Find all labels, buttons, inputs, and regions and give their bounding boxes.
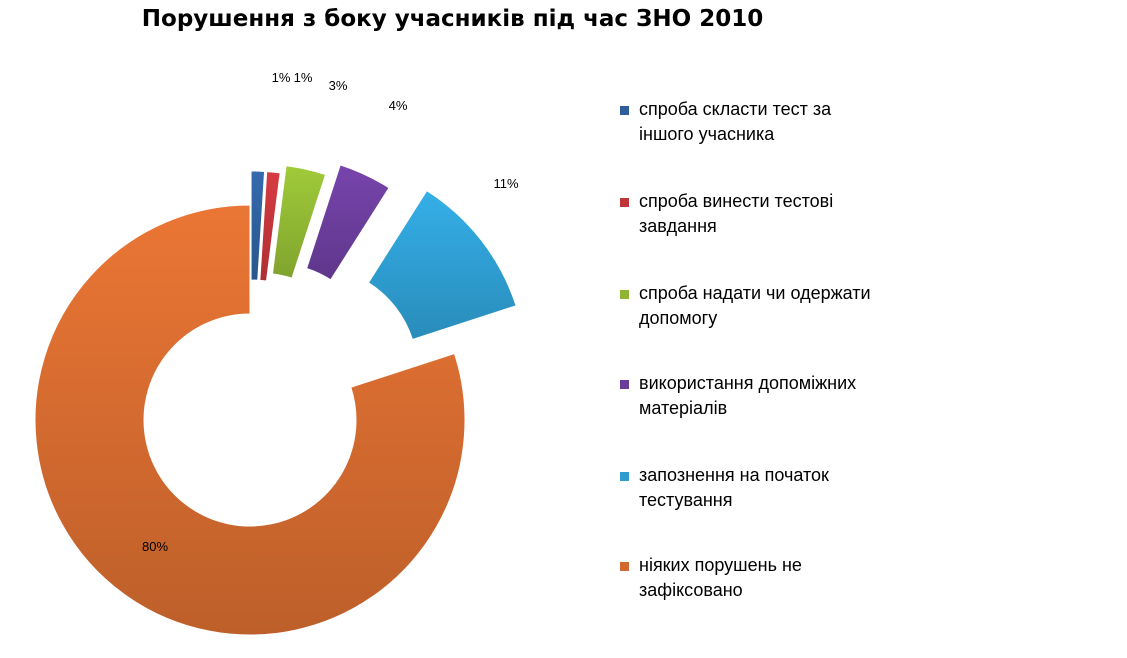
- legend-label: спроба винести тестові завдання: [639, 191, 834, 236]
- legend-swatch: [620, 472, 629, 481]
- legend-label: запознення на початок тестування: [639, 465, 829, 510]
- legend-swatch: [620, 562, 629, 571]
- data-label: 3%: [329, 78, 348, 93]
- legend-swatch: [620, 106, 629, 115]
- donut-slice: [305, 164, 390, 281]
- donut-slice: [259, 171, 281, 282]
- legend-label: ніяких порушень не зафіксовано: [639, 555, 802, 600]
- legend-label: спроба скласти тест за іншого учасника: [639, 99, 832, 144]
- data-label: 11%: [493, 176, 518, 191]
- data-label: 1%: [294, 70, 313, 85]
- legend-swatch: [620, 380, 629, 389]
- legend-label: використання допоміжних матеріалів: [639, 373, 857, 418]
- legend-swatch: [620, 198, 629, 207]
- data-label: 80%: [142, 539, 168, 554]
- legend-label: спроба надати чи одержати допомогу: [639, 283, 871, 328]
- donut-slice: [271, 165, 327, 279]
- donut-slice: [250, 170, 266, 281]
- donut-slice: [367, 189, 517, 341]
- data-label: 4%: [389, 98, 408, 113]
- data-label: 1%: [272, 70, 291, 85]
- legend-swatch: [620, 290, 629, 299]
- chart-title: Порушення з боку учасників під час ЗНО 2…: [141, 6, 764, 32]
- donut-slice: [34, 204, 466, 636]
